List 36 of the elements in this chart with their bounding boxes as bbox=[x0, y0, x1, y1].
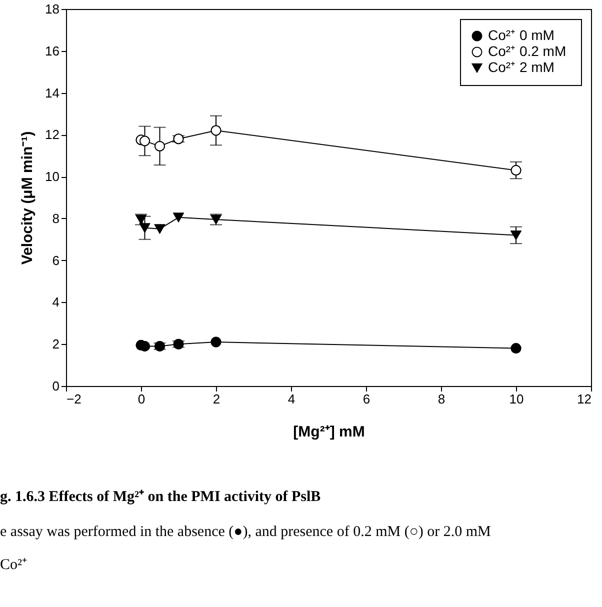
point bbox=[510, 165, 522, 176]
point bbox=[510, 230, 522, 240]
x-tick-label: 10 bbox=[509, 392, 524, 406]
y-tick-label: 4 bbox=[52, 294, 60, 310]
text: e assay was performed in the absence (●), and presence of 0.2 mM (○) or 2.0 mM bbox=[0, 524, 491, 540]
x-tick-label: 2 bbox=[212, 392, 220, 406]
legend-label: Co²⁺ 0 mM bbox=[488, 27, 554, 43]
point bbox=[210, 125, 222, 136]
y-tick-label: 14 bbox=[45, 85, 60, 100]
y-axis-title: Velocity (μM min⁻¹) bbox=[19, 131, 36, 265]
point bbox=[210, 336, 222, 348]
y-tick-label: 8 bbox=[52, 210, 60, 226]
point bbox=[154, 140, 165, 152]
y-tick-label: 16 bbox=[45, 43, 60, 58]
x-axis-title: [Mg²⁺] mM bbox=[293, 424, 365, 440]
x-tick-label: 0 bbox=[138, 392, 146, 406]
x-tick-label: 12 bbox=[577, 392, 592, 406]
legend-label: Co²⁺ 2 mM bbox=[488, 59, 554, 75]
x-tick-label: 8 bbox=[438, 392, 446, 406]
text: g. 1.6.3 Effects of Mg²⁺ on the PMI activity of PslB bbox=[0, 489, 321, 505]
text: Co²⁺ bbox=[0, 557, 28, 573]
y-tick-label: 10 bbox=[45, 169, 60, 184]
y-tick-label: 2 bbox=[52, 336, 60, 352]
x-tick-label: 4 bbox=[288, 392, 296, 406]
x-tick-label: 6 bbox=[362, 392, 370, 406]
point bbox=[154, 224, 165, 234]
point bbox=[140, 223, 150, 232]
point bbox=[510, 343, 522, 354]
point bbox=[140, 136, 150, 146]
point bbox=[173, 212, 184, 222]
y-tick-label: 0 bbox=[52, 378, 60, 394]
y-tick-label: 12 bbox=[45, 127, 60, 142]
y-tick-label: 18 bbox=[45, 2, 60, 16]
legend-label: Co²⁺ 0.2 mM bbox=[488, 43, 566, 59]
x-tick-label: −2 bbox=[66, 392, 82, 406]
y-tick-label: 6 bbox=[52, 252, 60, 268]
